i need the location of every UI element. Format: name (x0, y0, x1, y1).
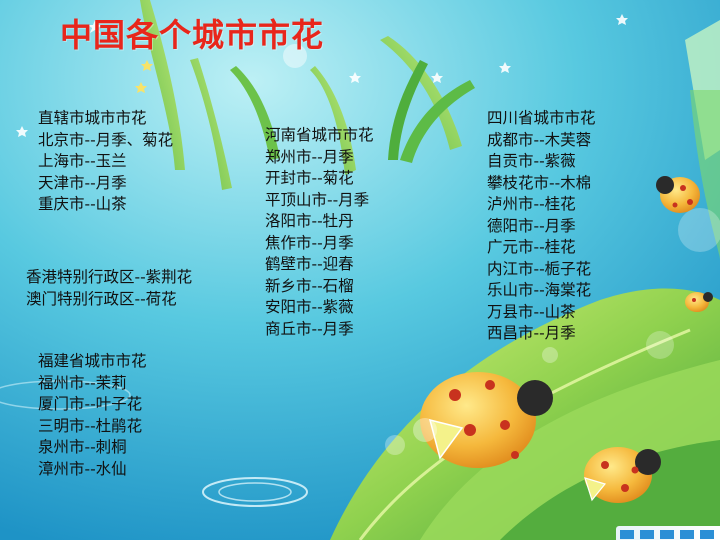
list-item: 三明市--杜鹃花 (38, 416, 143, 435)
ladybug-medium-icon (584, 447, 661, 503)
list-item: 福州市--茉莉 (38, 373, 127, 392)
sparkle-stars-icon (16, 14, 628, 137)
yellow-stars-icon (135, 60, 153, 93)
list-item: 泸州市--桂花 (487, 195, 576, 213)
list-item: 泉州市--刺桐 (38, 438, 127, 456)
list-item: 上海市--玉兰 (38, 152, 127, 170)
list-item: 洛阳市--牡丹 (265, 212, 354, 230)
list-heading: 福建省城市市花 (38, 352, 147, 370)
list-item: 成都市--木芙蓉 (487, 130, 592, 149)
list-item: 西昌市--月季 (487, 324, 576, 342)
page-title: 中国各个城市市花 (60, 16, 325, 54)
ladybug-tiny-icon (685, 292, 713, 312)
list-item: 内江市--栀子花 (487, 259, 592, 278)
fujian-list: 福建省城市市花 福州市--茉莉 厦门市--叶子花 三明市--杜鹃花 泉州市--刺… (38, 351, 147, 480)
list-item: 鹤壁市--迎春 (265, 255, 354, 273)
list-item: 商丘市--月季 (265, 319, 354, 338)
direct-municipalities-list: 直辖市城市市花 北京市--月季、菊花 上海市--玉兰 天津市--月季 重庆市--… (38, 108, 173, 216)
list-item: 香港特别行政区--紫荆花 (26, 268, 193, 286)
list-item: 广元市--桂花 (487, 238, 576, 256)
ladybug-large-icon (420, 372, 553, 468)
list-item: 漳州市--水仙 (38, 459, 127, 478)
list-item: 焦作市--月季 (265, 233, 354, 252)
list-item: 郑州市--月季 (265, 147, 354, 166)
list-item: 乐山市--海棠花 (487, 281, 592, 299)
list-heading: 河南省城市市花 (265, 126, 374, 144)
henan-list: 河南省城市市花 郑州市--月季 开封市--菊花 平顶山市--月季 洛阳市--牡丹… (265, 125, 374, 340)
list-item: 平顶山市--月季 (265, 190, 370, 209)
watermark-logo (616, 526, 720, 540)
list-item: 安阳市--紫薇 (265, 298, 354, 316)
special-regions-list: 香港特别行政区--紫荆花 澳门特别行政区--荷花 (26, 267, 192, 310)
list-item: 新乡市--石榴 (265, 276, 354, 295)
list-item: 北京市--月季、菊花 (38, 130, 174, 149)
list-item: 澳门特别行政区--荷花 (26, 289, 177, 308)
list-item: 开封市--菊花 (265, 169, 354, 187)
list-item: 攀枝花市--木棉 (487, 173, 592, 192)
ladybug-small-icon (656, 176, 700, 213)
list-item: 厦门市--叶子花 (38, 395, 143, 413)
list-heading: 四川省城市市花 (487, 109, 596, 127)
list-item: 德阳市--月季 (487, 216, 576, 235)
sichuan-list: 四川省城市市花 成都市--木芙蓉 自贡市--紫薇 攀枝花市--木棉 泸州市--桂… (487, 108, 596, 345)
list-item: 万县市--山茶 (487, 302, 576, 321)
list-item: 重庆市--山茶 (38, 195, 127, 213)
list-item: 自贡市--紫薇 (487, 152, 576, 170)
list-item: 天津市--月季 (38, 173, 127, 192)
list-heading: 直辖市城市市花 (38, 109, 147, 127)
